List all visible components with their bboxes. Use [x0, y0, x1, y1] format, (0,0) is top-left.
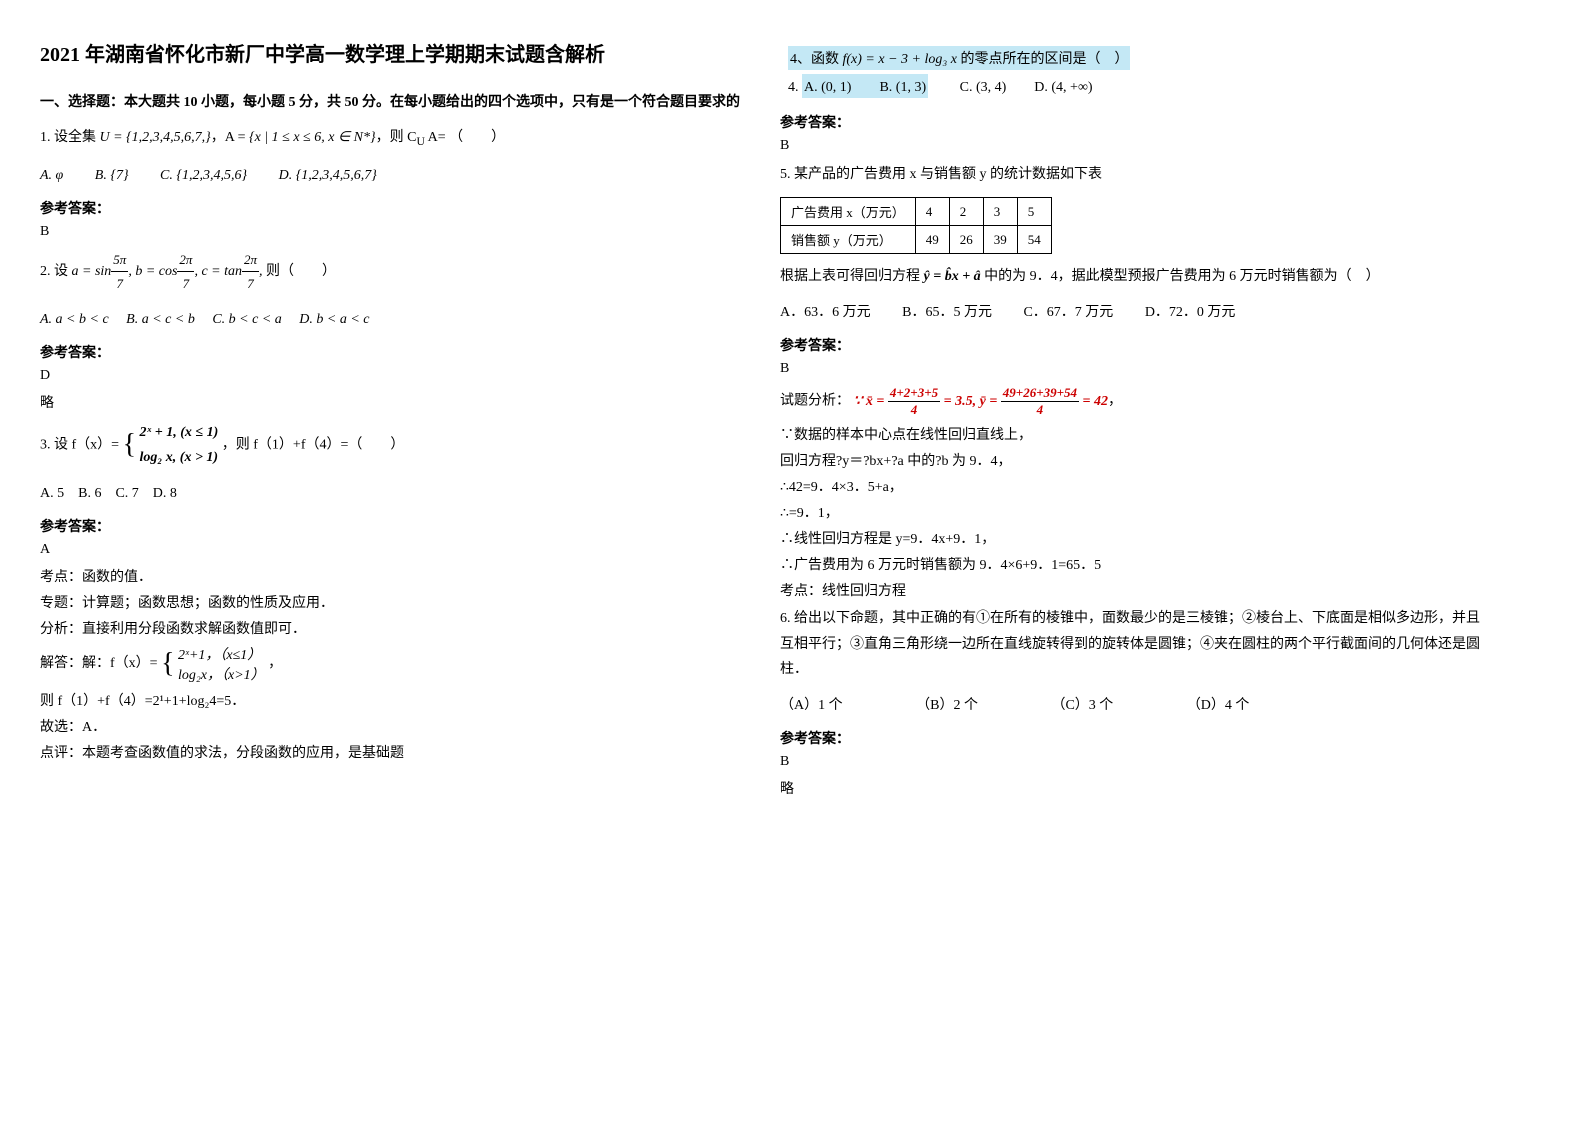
- answer-label: 参考答案：: [780, 112, 1480, 132]
- question-2: 2. 设 a = sin5π7, b = cos2π7, c = tan2π7,…: [40, 248, 740, 296]
- q4-answer: B: [780, 138, 1480, 154]
- left-column: 2021 年湖南省怀化市新厂中学高一数学理上学期期末试题含解析 一、选择题：本大…: [40, 40, 740, 806]
- q1-options: A. φ B. {7} C. {1,2,3,4,5,6} D. {1,2,3,4…: [40, 162, 740, 190]
- q2-answer: D: [40, 368, 740, 384]
- q3-jieda: 解答：解：f（x）= { 2ˣ+1，（x≤1） log₂x，（x>1） ，: [40, 644, 740, 684]
- answer-label: 参考答案：: [40, 342, 740, 362]
- question-1: 1. 设全集 U = {1,2,3,4,5,6,7,}，A = {x | 1 ≤…: [40, 125, 740, 152]
- q3-answer: A: [40, 542, 740, 558]
- q5-answer: B: [780, 361, 1480, 377]
- question-5: 5. 某产品的广告费用 x 与销售额 y 的统计数据如下表: [780, 162, 1480, 187]
- answer-label: 参考答案：: [780, 335, 1480, 355]
- left-brace-icon: {: [123, 429, 136, 460]
- question-6: 6. 给出以下命题，其中正确的有①在所有的棱锥中，面数最少的是三棱锥；②棱台上、…: [780, 606, 1480, 682]
- q5-line1: 根据上表可得回归方程 ŷ = b̂x + â 中的为 9．4，据此模型预报广告费…: [780, 264, 1480, 289]
- left-brace-icon: {: [161, 648, 174, 679]
- answer-label: 参考答案：: [40, 198, 740, 218]
- q5-analysis: 试题分析： ∵ x̄ = 4+2+3+54 = 3.5, ȳ = 49+26+3…: [780, 385, 1480, 418]
- q3-jieda-line: 则 f（1）+f（4）=2¹+1+log₂4=5．: [40, 690, 740, 710]
- q6-answer: B: [780, 754, 1480, 770]
- q1-text: 1. 设全集 U = {1,2,3,4,5,6,7,}，A = {x | 1 ≤…: [40, 130, 505, 145]
- q2-options: A. a < b < c B. a < c < b C. b < c < a D…: [40, 306, 740, 334]
- q5-options: A．63．6 万元 B．65．5 万元 C．67．7 万元 D．72．0 万元: [780, 299, 1480, 327]
- q3-zhuanti: 专题：计算题；函数思想；函数的性质及应用．: [40, 592, 740, 612]
- q3-kaodian: 考点：函数的值．: [40, 566, 740, 586]
- q3-guxuan: 故选：A．: [40, 716, 740, 736]
- q2-note: 略: [40, 392, 740, 412]
- question-3: 3. 设 f（x）= { 2ˣ + 1, (x ≤ 1) log₂ x, (x …: [40, 420, 740, 470]
- q6-options: （A）1 个 （B）2 个 （C）3 个 （D）4 个: [780, 692, 1480, 720]
- table-row: 销售额 y（万元） 49 26 39 54: [781, 226, 1052, 254]
- document-title: 2021 年湖南省怀化市新厂中学高一数学理上学期期末试题含解析: [40, 40, 740, 70]
- q5-data-table: 广告费用 x（万元） 4 2 3 5 销售额 y（万元） 49 26 39 54: [780, 197, 1052, 254]
- section-heading: 一、选择题：本大题共 10 小题，每小题 5 分，共 50 分。在每小题给出的四…: [40, 90, 740, 115]
- q6-note: 略: [780, 778, 1480, 798]
- q5-kaodian: 考点：线性回归方程: [780, 580, 1480, 600]
- table-row: 广告费用 x（万元） 4 2 3 5: [781, 198, 1052, 226]
- right-column: 4、函数 f(x) = x − 3 + log₃ x 的零点所在的区间是（ ） …: [780, 40, 1480, 806]
- q3-options: A. 5 B. 6 C. 7 D. 8: [40, 480, 740, 508]
- answer-label: 参考答案：: [40, 516, 740, 536]
- q1-answer: B: [40, 224, 740, 240]
- q3-fenxi: 分析：直接利用分段函数求解函数值即可．: [40, 618, 740, 638]
- answer-label: 参考答案：: [780, 728, 1480, 748]
- question-4-box: 4、函数 f(x) = x − 3 + log₃ x 的零点所在的区间是（ ） …: [780, 40, 1138, 104]
- q3-dianping: 点评：本题考查函数值的求法，分段函数的应用，是基础题: [40, 742, 740, 762]
